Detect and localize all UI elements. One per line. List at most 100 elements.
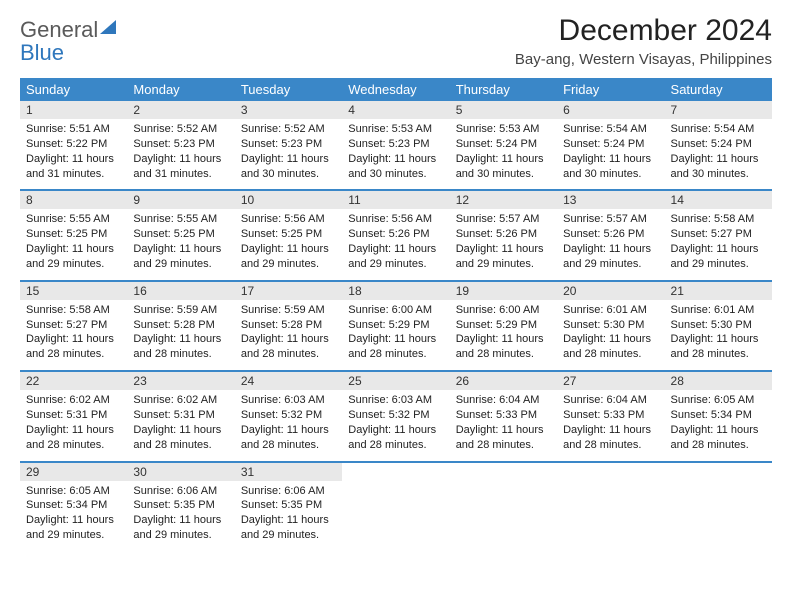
day-details: Sunrise: 5:53 AMSunset: 5:23 PMDaylight:… [342, 119, 449, 189]
calendar-cell: 4Sunrise: 5:53 AMSunset: 5:23 PMDaylight… [342, 101, 449, 190]
daylight-line: Daylight: 11 hours and 31 minutes. [133, 153, 221, 180]
sunset-line: Sunset: 5:26 PM [456, 228, 537, 240]
day-details: Sunrise: 6:02 AMSunset: 5:31 PMDaylight:… [127, 390, 234, 460]
daylight-line: Daylight: 11 hours and 30 minutes. [241, 153, 329, 180]
sunrise-line: Sunrise: 6:05 AM [26, 485, 110, 497]
sunset-line: Sunset: 5:24 PM [563, 138, 644, 150]
sunset-line: Sunset: 5:29 PM [348, 319, 429, 331]
day-details: Sunrise: 5:52 AMSunset: 5:23 PMDaylight:… [235, 119, 342, 189]
title-block: December 2024 Bay-ang, Western Visayas, … [515, 14, 772, 68]
sunrise-line: Sunrise: 5:58 AM [671, 213, 755, 225]
day-details: Sunrise: 5:56 AM Sunset: 5:25 PM Daylight:… [235, 209, 342, 279]
day-number: 2 [127, 101, 234, 119]
sunrise-line: Sunrise: 5:56 AM [241, 213, 325, 225]
sunset-line: Sunset: 5:27 PM [26, 319, 107, 331]
day-number: 25 [342, 372, 449, 390]
daylight-line: Daylight: 11 hours and 28 minutes. [26, 333, 114, 360]
weekday-header: Tuesday [235, 78, 342, 101]
day-details: Sunrise: 5:55 AMSunset: 5:25 PMDaylight:… [127, 209, 234, 279]
day-number: 18 [342, 282, 449, 300]
calendar-cell: 30Sunrise: 6:06 AMSunset: 5:35 PMDayligh… [127, 462, 234, 551]
daylight-line: Daylight: 11 hours and 30 minutes. [348, 153, 436, 180]
calendar-cell: 15Sunrise: 5:58 AMSunset: 5:27 PMDayligh… [20, 281, 127, 371]
calendar-cell: 19Sunrise: 6:00 AMSunset: 5:29 PMDayligh… [450, 281, 557, 371]
sunrise-line: Sunrise: 5:56 AM [348, 213, 432, 225]
sunrise-line: Sunrise: 6:01 AM [563, 304, 647, 316]
daylight-line: Daylight: 11 hours and 29 minutes. [456, 243, 544, 270]
sunset-line: Sunset: 5:34 PM [26, 499, 107, 511]
calendar-cell: 11Sunrise: 5:56 AMSunset: 5:26 PMDayligh… [342, 190, 449, 280]
day-number: 14 [665, 191, 772, 209]
sunset-line: Sunset: 5:30 PM [563, 319, 644, 331]
weekday-header: Wednesday [342, 78, 449, 101]
calendar-cell: 3Sunrise: 5:52 AMSunset: 5:23 PMDaylight… [235, 101, 342, 190]
sunset-line: Sunset: 5:28 PM [241, 319, 322, 331]
sunset-line: Sunset: 5:35 PM [241, 499, 322, 511]
calendar-cell: 13Sunrise: 5:57 AMSunset: 5:26 PMDayligh… [557, 190, 664, 280]
weekday-header: Saturday [665, 78, 772, 101]
calendar-cell: 21Sunrise: 6:01 AMSunset: 5:30 PMDayligh… [665, 281, 772, 371]
daylight-line: Daylight: 11 hours and 29 minutes. [241, 243, 329, 270]
day-number: 8 [20, 191, 127, 209]
calendar-cell: 28Sunrise: 6:05 AMSunset: 5:34 PMDayligh… [665, 371, 772, 461]
sunrise-line: Sunrise: 5:55 AM [133, 213, 217, 225]
month-title: December 2024 [515, 14, 772, 48]
calendar-cell: 9Sunrise: 5:55 AMSunset: 5:25 PMDaylight… [127, 190, 234, 280]
daylight-line: Daylight: 11 hours and 30 minutes. [671, 153, 759, 180]
sunset-line: Sunset: 5:33 PM [563, 409, 644, 421]
calendar-row: 22Sunrise: 6:02 AMSunset: 5:31 PMDayligh… [20, 371, 772, 461]
day-number: 26 [450, 372, 557, 390]
sunrise-line: Sunrise: 6:00 AM [456, 304, 540, 316]
sunrise-line: Sunrise: 6:03 AM [241, 394, 325, 406]
day-details: Sunrise: 5:58 AMSunset: 5:27 PMDaylight:… [665, 209, 772, 279]
location: Bay-ang, Western Visayas, Philippines [515, 51, 772, 68]
calendar-cell: 7Sunrise: 5:54 AMSunset: 5:24 PMDaylight… [665, 101, 772, 190]
sunset-line: Sunset: 5:29 PM [456, 319, 537, 331]
sunset-line: Sunset: 5:24 PM [671, 138, 752, 150]
daylight-line: Daylight: 11 hours and 28 minutes. [456, 333, 544, 360]
sunset-line: Sunset: 5:33 PM [456, 409, 537, 421]
calendar-cell: 17Sunrise: 5:59 AMSunset: 5:28 PMDayligh… [235, 281, 342, 371]
logo-word1: General [20, 17, 98, 42]
sunset-line: Sunset: 5:25 PM [26, 228, 107, 240]
day-details: Sunrise: 6:04 AMSunset: 5:33 PMDaylight:… [450, 390, 557, 460]
day-details: Sunrise: 5:57 AMSunset: 5:26 PMDaylight:… [450, 209, 557, 279]
sunrise-line: Sunrise: 6:03 AM [348, 394, 432, 406]
day-number: 16 [127, 282, 234, 300]
day-number: 28 [665, 372, 772, 390]
calendar-cell: 26Sunrise: 6:04 AMSunset: 5:33 PMDayligh… [450, 371, 557, 461]
daylight-line: Daylight: 11 hours and 28 minutes. [133, 333, 221, 360]
weekday-header: Friday [557, 78, 664, 101]
sunrise-line: Sunrise: 6:04 AM [456, 394, 540, 406]
day-number: 11 [342, 191, 449, 209]
weekday-header: Monday [127, 78, 234, 101]
daylight-line: Daylight: 11 hours and 29 minutes. [563, 243, 651, 270]
calendar-cell: 22Sunrise: 6:02 AMSunset: 5:31 PMDayligh… [20, 371, 127, 461]
page-header: General Blue December 2024 Bay-ang, West… [20, 14, 772, 68]
daylight-line: Daylight: 11 hours and 28 minutes. [563, 333, 651, 360]
sunrise-line: Sunrise: 6:02 AM [133, 394, 217, 406]
day-number: 21 [665, 282, 772, 300]
day-details: Sunrise: 5:59 AMSunset: 5:28 PMDaylight:… [235, 300, 342, 370]
daylight-line: Daylight: 11 hours and 28 minutes. [241, 424, 329, 451]
sunset-line: Sunset: 5:32 PM [348, 409, 429, 421]
day-details: Sunrise: 5:53 AMSunset: 5:24 PMDaylight:… [450, 119, 557, 189]
sunrise-line: Sunrise: 5:58 AM [26, 304, 110, 316]
logo-text: General Blue [20, 18, 116, 64]
daylight-line: Daylight: 11 hours and 30 minutes. [456, 153, 544, 180]
sunrise-line: Sunrise: 5:54 AM [671, 123, 755, 135]
daylight-line: Daylight: 11 hours and 29 minutes. [133, 514, 221, 541]
day-number: 22 [20, 372, 127, 390]
day-details: Sunrise: 5:54 AMSunset: 5:24 PMDaylight:… [557, 119, 664, 189]
day-details: Sunrise: 5:51 AMSunset: 5:22 PMDaylight:… [20, 119, 127, 189]
sunset-line: Sunset: 5:28 PM [133, 319, 214, 331]
sunset-line: Sunset: 5:23 PM [241, 138, 322, 150]
sunset-line: Sunset: 5:25 PM [241, 228, 322, 240]
calendar-cell: 14Sunrise: 5:58 AMSunset: 5:27 PMDayligh… [665, 190, 772, 280]
calendar-cell: 12Sunrise: 5:57 AMSunset: 5:26 PMDayligh… [450, 190, 557, 280]
sunrise-line: Sunrise: 6:06 AM [241, 485, 325, 497]
calendar-cell: 23Sunrise: 6:02 AMSunset: 5:31 PMDayligh… [127, 371, 234, 461]
calendar-row: 15Sunrise: 5:58 AMSunset: 5:27 PMDayligh… [20, 281, 772, 371]
daylight-line: Daylight: 11 hours and 29 minutes. [26, 514, 114, 541]
day-details: Sunrise: 5:56 AMSunset: 5:26 PMDaylight:… [342, 209, 449, 279]
